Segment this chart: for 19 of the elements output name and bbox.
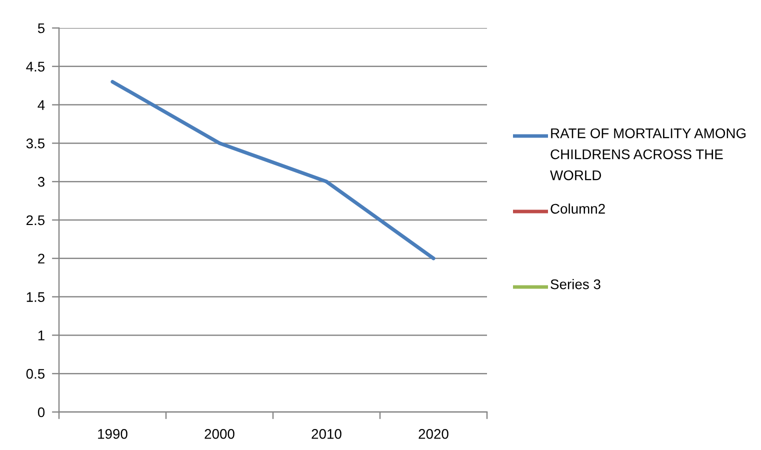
y-tick-label: 2 [38,254,44,264]
y-tick-label: 5 [38,23,45,34]
y-tick-label: 3 [38,176,44,187]
legend-label: Column2 [550,204,605,214]
y-tick-label: 2.5 [26,215,45,226]
y-tick-label: 4 [38,100,45,110]
y-tick-label: 3.5 [26,138,45,148]
legend-label: RATE OF MORTALITY AMONG CHILDRENS ACROSS THE WORLD [550,128,746,180]
y-tick-label: 4.5 [26,62,45,72]
y-tick-label: 0 [38,407,45,418]
y-tick-label: 1 [38,330,44,340]
x-tick-label: 2000 [204,429,234,439]
y-tick-label: 1.5 [26,292,45,302]
x-tick-label: 2020 [418,429,448,439]
y-tick-label: 0.5 [26,368,45,379]
x-tick-label: 2010 [312,429,342,439]
legend-label: Series 3 [550,279,600,290]
line-series [110,80,436,260]
x-tick-label: 1990 [98,429,128,439]
